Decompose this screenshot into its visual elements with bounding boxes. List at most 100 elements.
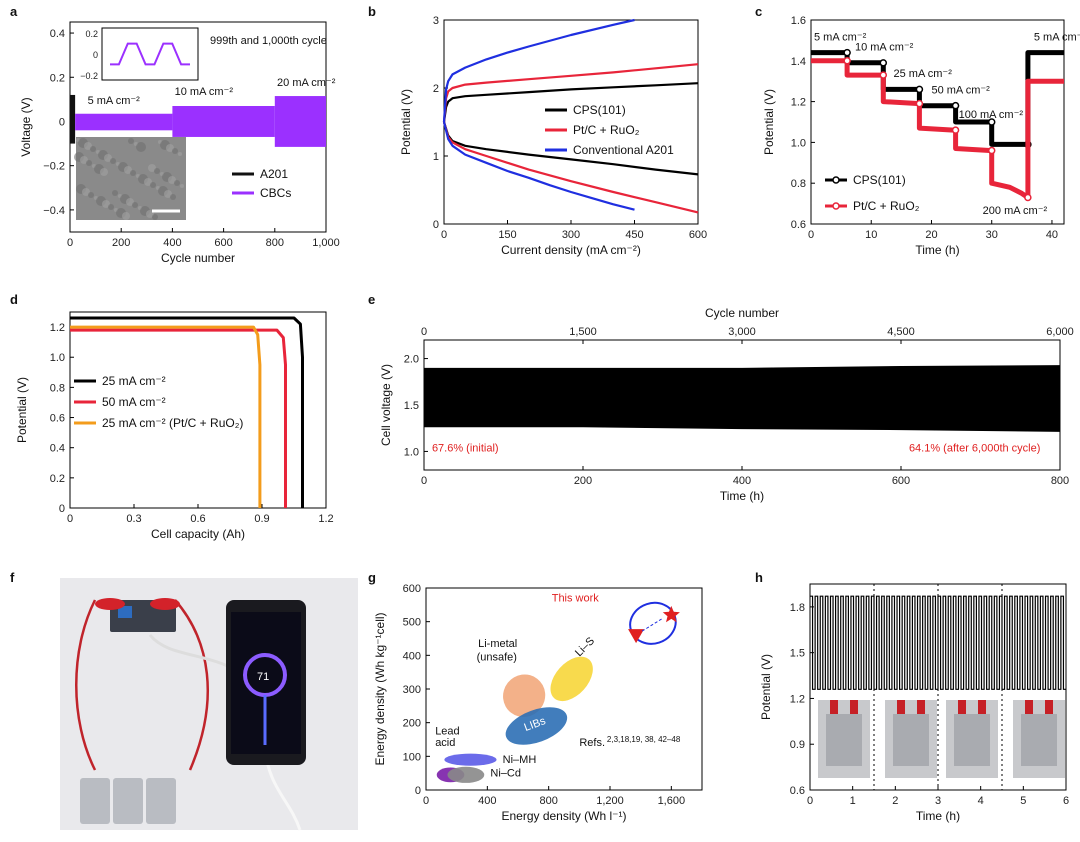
bent-cell-body xyxy=(1021,714,1057,766)
y-tick-label: 200 xyxy=(403,718,421,730)
inset-y-tick: 0.2 xyxy=(85,29,98,39)
region-label-li-s: Li–S xyxy=(573,635,597,659)
y-tick-label: 3 xyxy=(433,15,439,27)
panel-label-e: e xyxy=(368,292,375,307)
current-annotation: 5 mA cm⁻² xyxy=(88,95,141,107)
sem-texture xyxy=(132,202,138,208)
pouch-cell-1 xyxy=(113,778,143,824)
series-marker xyxy=(915,85,924,94)
region-label: Ni–Cd xyxy=(490,768,521,780)
efficiency-annotation: 67.6% (initial) xyxy=(432,442,499,454)
y-tick-label: 0.2 xyxy=(50,473,65,485)
x-tick-label: 1.2 xyxy=(318,513,333,525)
x-tick-label: 0.3 xyxy=(126,513,141,525)
y-axis-label: Potential (V) xyxy=(15,377,29,443)
sem-texture xyxy=(128,138,134,144)
x-axis-label: Time (h) xyxy=(720,489,764,503)
region-label: Lead xyxy=(435,725,459,737)
sem-texture xyxy=(122,212,130,220)
y-tick-label: 400 xyxy=(403,650,421,662)
sem-texture xyxy=(104,154,112,162)
panel-label-c: c xyxy=(755,4,762,19)
panel-label-b: b xyxy=(368,4,376,19)
series-line xyxy=(442,121,635,211)
series-line xyxy=(811,50,1064,147)
y-tick-label: 1.2 xyxy=(50,322,65,334)
sem-texture xyxy=(86,160,92,166)
sem-texture xyxy=(166,144,174,152)
x-tick-label: 0 xyxy=(67,513,73,525)
series-line xyxy=(70,325,262,508)
this-work-triangle xyxy=(628,629,645,644)
series-cbcs-band-0 xyxy=(75,113,173,131)
red-wire xyxy=(75,599,97,771)
cell-clip xyxy=(978,700,986,714)
panel-label-g: g xyxy=(368,570,376,585)
current-annotation: 5 mA cm⁻² xyxy=(1034,31,1080,43)
panel-label-d: d xyxy=(10,292,18,307)
series-marker xyxy=(987,118,996,126)
y-tick-label: 0 xyxy=(415,785,421,797)
x-tick-label: 0 xyxy=(808,229,814,241)
x-tick-label: 600 xyxy=(214,237,232,249)
series-line xyxy=(810,595,1066,690)
y-tick-label: 1.4 xyxy=(791,56,806,68)
y-tick-label: 1.2 xyxy=(790,693,805,705)
x-tick-label: 40 xyxy=(1046,229,1058,241)
current-annotation: 5 mA cm⁻² xyxy=(814,31,867,43)
board-component xyxy=(118,606,132,618)
legend-label: 25 mA cm⁻² xyxy=(102,374,166,388)
region-label: acid xyxy=(435,737,455,749)
y-tick-label: 0.6 xyxy=(50,413,65,425)
series-band xyxy=(424,365,1060,432)
legend-marker xyxy=(832,176,840,184)
cell-clip xyxy=(850,700,858,714)
y-tick-label: −0.4 xyxy=(43,205,65,217)
device-photo: 71 xyxy=(60,578,358,831)
plot-frame-b xyxy=(443,19,699,225)
x-axis-label: Cycle number xyxy=(161,251,235,265)
x-tick-label: 0 xyxy=(441,229,447,241)
y-tick-label: 0.6 xyxy=(791,219,806,231)
x-tick-label: 600 xyxy=(689,229,707,241)
sem-texture xyxy=(126,198,134,206)
legend-label: CPS(101) xyxy=(853,173,906,187)
region-5 xyxy=(447,766,485,783)
region-3 xyxy=(444,753,497,766)
legend-label: A201 xyxy=(260,167,288,181)
y-tick-label: 0.2 xyxy=(50,72,65,84)
x-tick-label: 800 xyxy=(266,237,284,249)
x-tick-label: 20 xyxy=(925,229,937,241)
sem-texture xyxy=(124,166,132,174)
sem-texture xyxy=(144,178,152,186)
x2-tick-label: 0 xyxy=(421,326,427,338)
x-tick-label: 1 xyxy=(850,795,856,807)
current-annotation: 20 mA cm⁻² xyxy=(277,77,336,89)
x-tick-label: 0 xyxy=(807,795,813,807)
x-axis-label: Cell capacity (Ah) xyxy=(151,527,245,541)
sem-texture xyxy=(130,170,136,176)
y-tick-label: 2 xyxy=(433,83,439,95)
legend-label: Conventional A201 xyxy=(573,143,674,157)
x-tick-label: 30 xyxy=(986,229,998,241)
x-tick-label: 3 xyxy=(935,795,941,807)
legend-label: Pt/C + RuO₂ xyxy=(573,123,640,137)
series-marker xyxy=(879,59,888,67)
sem-texture xyxy=(112,190,118,196)
y-tick-label: 1.5 xyxy=(790,648,805,660)
y-tick-label: 1.0 xyxy=(791,137,806,149)
legend-label: CPS(101) xyxy=(573,103,626,117)
x-tick-label: 2 xyxy=(892,795,898,807)
sem-texture xyxy=(152,214,158,220)
plot-frame-c xyxy=(810,19,1065,225)
cell-clip xyxy=(1045,700,1053,714)
cell-clip xyxy=(1025,700,1033,714)
x2-axis-label: Cycle number xyxy=(705,306,779,320)
y-axis-label: Voltage (V) xyxy=(19,97,33,156)
current-annotation: 100 mA cm⁻² xyxy=(959,109,1024,121)
y-tick-label: 0.4 xyxy=(50,443,65,455)
pouch-cell-0 xyxy=(80,778,110,824)
legend-label: Pt/C + RuO₂ xyxy=(853,199,920,213)
x-tick-label: 6 xyxy=(1063,795,1069,807)
references-label: Refs. xyxy=(579,737,605,749)
